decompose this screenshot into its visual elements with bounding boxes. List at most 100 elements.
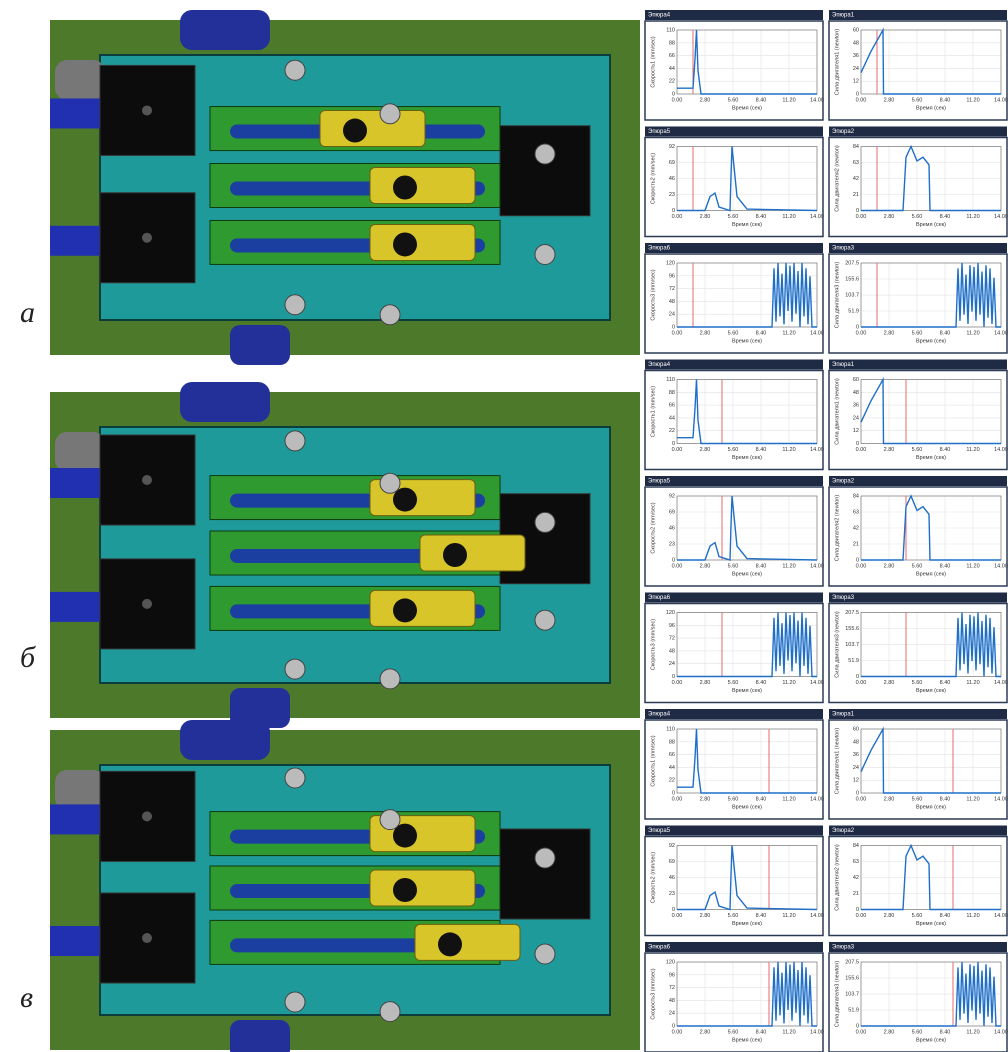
motor (500, 126, 590, 216)
plot-panel: Эпюра40224466881100.002.805.608.4011.201… (645, 709, 824, 819)
shaft (55, 432, 105, 472)
x-tick-label: 2.80 (700, 563, 711, 569)
y-tick-label: 44 (669, 765, 675, 771)
bolt (380, 810, 400, 830)
y-axis-label: Сила двигателя2 (newton) (834, 495, 840, 562)
x-tick-label: 5.60 (912, 447, 923, 453)
slider (420, 535, 525, 571)
x-tick-label: 2.80 (884, 97, 895, 103)
x-tick-label: 0.00 (672, 913, 683, 919)
blue-rod (180, 382, 270, 422)
x-tick-label: 5.60 (728, 1029, 739, 1035)
cad-view (50, 10, 640, 365)
x-tick-label: 8.40 (756, 447, 767, 453)
x-tick-label: 0.00 (672, 447, 683, 453)
y-tick-label: 155.6 (845, 975, 859, 981)
x-tick-label: 0.00 (672, 680, 683, 686)
x-axis-label: Время (сек) (916, 688, 946, 694)
x-tick-label: 14.00 (810, 447, 824, 453)
y-axis-label: Сила двигателя2 (newton) (834, 145, 840, 212)
x-axis-label: Время (сек) (916, 804, 946, 810)
y-tick-label: 24 (853, 765, 859, 771)
y-tick-label: 48 (853, 390, 859, 396)
plot-panel: Эпюра50234669920.002.805.608.4011.2014.0… (645, 826, 824, 936)
knob (393, 598, 417, 622)
plot-title: Эпюра1 (832, 712, 855, 718)
y-tick-label: 21 (853, 192, 859, 198)
y-tick-label: 63 (853, 859, 859, 865)
plot-panel: Эпюра40224466881100.002.805.608.4011.201… (645, 360, 824, 470)
plot-title: Эпюра4 (648, 712, 671, 718)
y-tick-label: 63 (853, 509, 859, 515)
y-tick-label: 21 (853, 891, 859, 897)
y-tick-label: 12 (853, 428, 859, 434)
x-axis-label: Время (сек) (732, 804, 762, 810)
cad-view (50, 720, 640, 1052)
plot-title: Эпюра4 (648, 13, 671, 19)
x-tick-label: 8.40 (940, 680, 951, 686)
plot-panel: Эпюра20214263840.002.805.608.4011.2014.0… (829, 127, 1008, 237)
knob (343, 119, 367, 143)
title-bar (645, 127, 823, 137)
x-tick-label: 2.80 (700, 97, 711, 103)
y-tick-label: 66 (669, 752, 675, 758)
x-tick-label: 11.20 (782, 796, 795, 802)
plot-title: Эпюра5 (648, 129, 671, 135)
plot-panel: Эпюра50234669920.002.805.608.4011.2014.0… (645, 127, 824, 237)
y-tick-label: 96 (669, 273, 675, 279)
title-bar (829, 243, 1007, 253)
y-tick-label: 110 (666, 726, 675, 732)
y-tick-label: 207.5 (845, 610, 859, 616)
y-tick-label: 42 (853, 875, 859, 881)
x-tick-label: 11.20 (966, 447, 979, 453)
motor-hub (142, 475, 152, 485)
x-tick-label: 11.20 (966, 330, 979, 336)
title-bar (645, 10, 823, 20)
x-tick-label: 5.60 (912, 913, 923, 919)
bolt (285, 295, 305, 315)
x-tick-label: 14.00 (810, 796, 824, 802)
y-tick-label: 12 (853, 79, 859, 85)
x-tick-label: 11.20 (966, 1029, 979, 1035)
x-tick-label: 5.60 (728, 680, 739, 686)
x-tick-label: 0.00 (856, 680, 867, 686)
y-tick-label: 48 (669, 998, 675, 1004)
bolt (285, 431, 305, 451)
x-tick-label: 2.80 (700, 447, 711, 453)
plot-title: Эпюра3 (832, 246, 855, 252)
x-tick-label: 0.00 (672, 214, 683, 220)
y-axis-label: Сила двигателя3 (newton) (834, 262, 840, 329)
x-tick-label: 11.20 (966, 796, 979, 802)
blue-rod (180, 720, 270, 760)
y-tick-label: 23 (669, 541, 675, 547)
x-tick-label: 8.40 (940, 447, 951, 453)
plot-panel: Эпюра50234669920.002.805.608.4011.2014.0… (645, 476, 824, 586)
x-tick-label: 14.00 (994, 796, 1008, 802)
blue-rod (230, 1020, 290, 1052)
y-axis-label: Скорость3 (mm/sec) (650, 619, 656, 670)
bolt (535, 144, 555, 164)
y-tick-label: 103.7 (845, 642, 859, 648)
knob (438, 932, 462, 956)
x-tick-label: 8.40 (756, 330, 767, 336)
y-tick-label: 92 (669, 493, 675, 499)
x-tick-label: 14.00 (810, 97, 824, 103)
x-tick-label: 8.40 (756, 97, 767, 103)
x-tick-label: 5.60 (728, 447, 739, 453)
title-bar (829, 127, 1007, 137)
x-tick-label: 5.60 (728, 97, 739, 103)
y-tick-label: 110 (666, 377, 675, 383)
y-tick-label: 48 (853, 40, 859, 46)
plot-title: Эпюра2 (832, 828, 855, 834)
plot-title: Эпюра6 (648, 595, 671, 601)
y-tick-label: 42 (853, 525, 859, 531)
x-tick-label: 11.20 (966, 680, 979, 686)
title-bar (645, 709, 823, 719)
y-tick-label: 207.5 (845, 260, 859, 266)
y-tick-label: 84 (853, 843, 859, 849)
bolt (285, 659, 305, 679)
y-tick-label: 44 (669, 66, 675, 72)
